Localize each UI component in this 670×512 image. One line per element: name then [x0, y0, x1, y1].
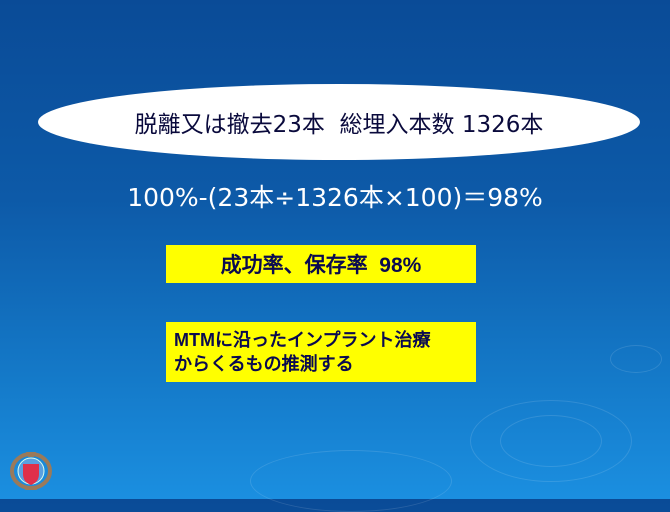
- crest-logo-icon: [10, 452, 52, 490]
- note-line-1: MTMに沿ったインプラント治療: [174, 330, 431, 350]
- note-box: MTMに沿ったインプラント治療 からくるもの推測する: [166, 322, 476, 382]
- ripple-decoration: [250, 450, 452, 512]
- ripple-decoration: [470, 400, 632, 482]
- formula-text: 100%-(23本÷1326本×100)＝98%: [127, 183, 543, 212]
- success-rate-box: 成功率、保存率 98%: [166, 245, 476, 283]
- headline-text: 脱離又は撤去23本 総埋入本数 1326本: [134, 112, 544, 138]
- note-line-2: からくるもの推測する: [174, 354, 354, 374]
- headline-ellipse: 脱離又は撤去23本 総埋入本数 1326本: [38, 84, 640, 160]
- success-rate-text: 成功率、保存率 98%: [220, 254, 422, 277]
- ripple-decoration: [610, 345, 662, 373]
- ripple-decoration: [500, 415, 602, 467]
